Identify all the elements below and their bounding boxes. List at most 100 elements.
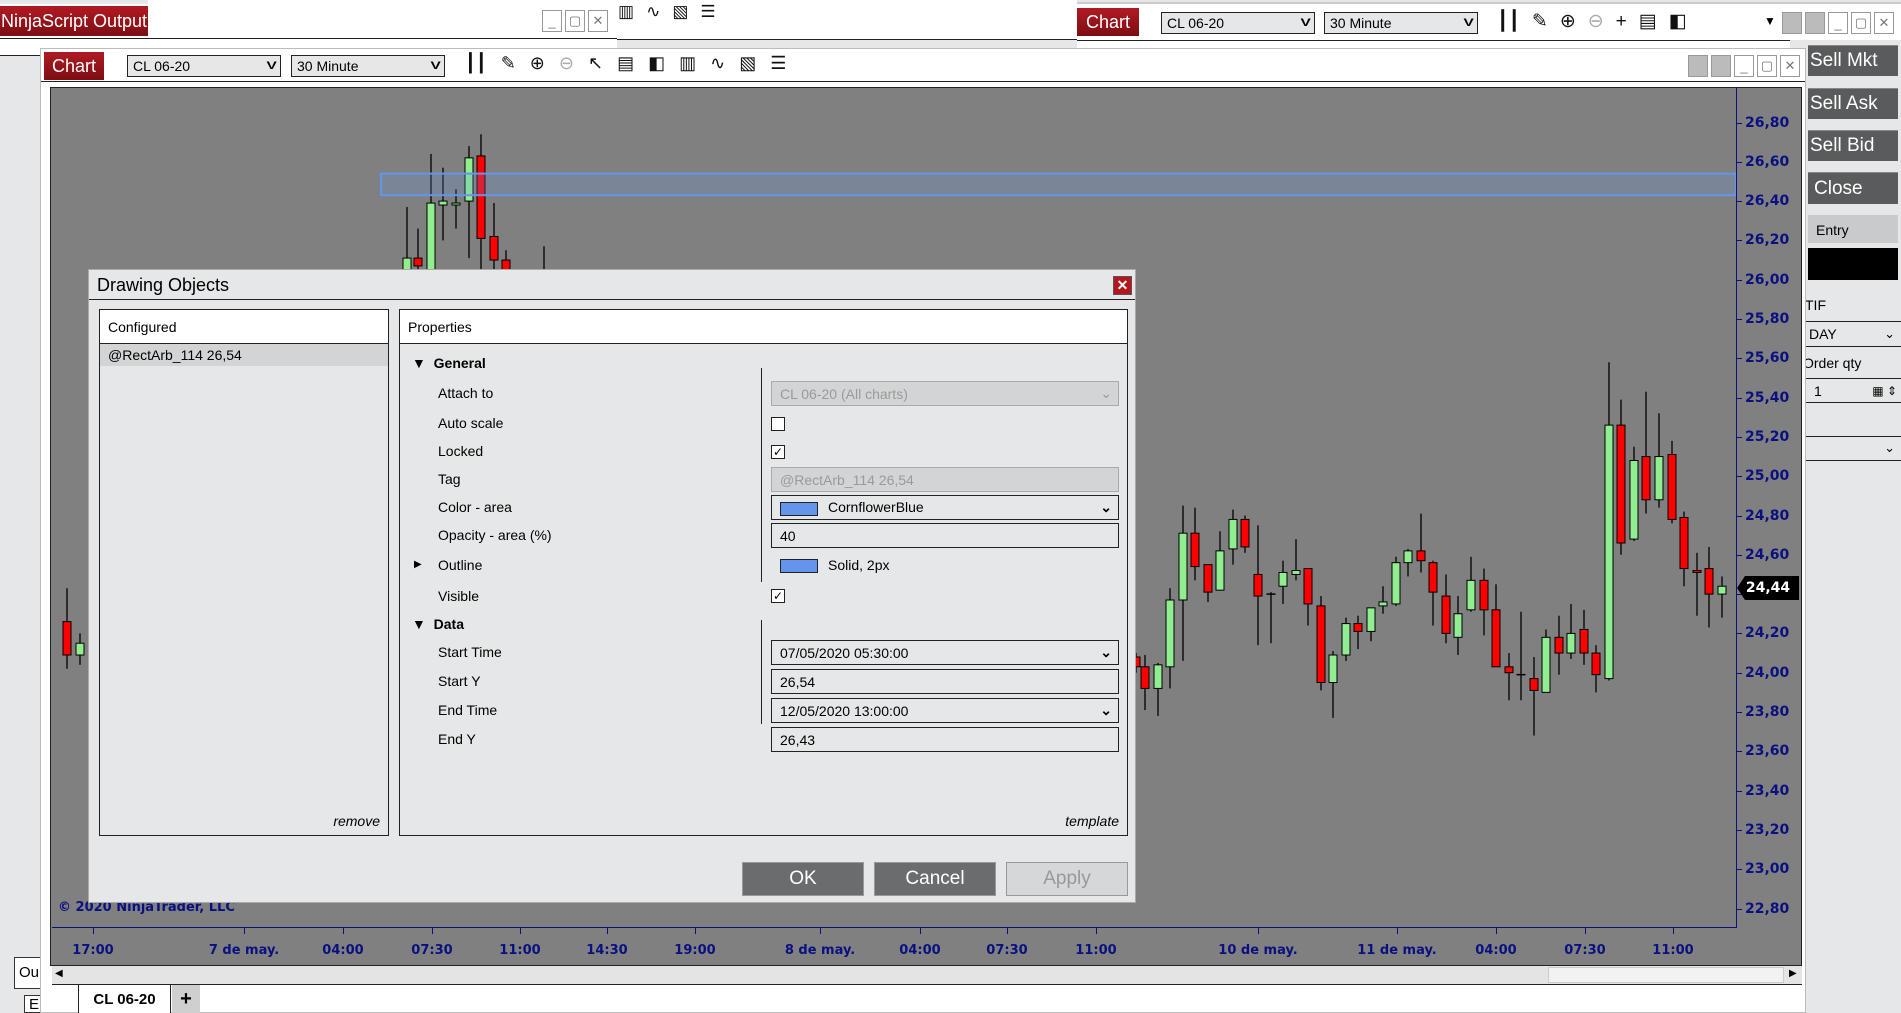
indicator-icon[interactable]: ∿ (710, 53, 726, 73)
auto-scale-checkbox[interactable] (771, 417, 785, 431)
candle-body (464, 157, 474, 202)
tile-icon[interactable] (1805, 12, 1825, 34)
back-instrument-dropdown[interactable]: CL 06-20 V (1161, 12, 1315, 34)
x-tick-label: 17:00 (72, 943, 114, 958)
y-tick (1737, 319, 1742, 320)
order-qty-input[interactable]: 1 ▦ ⇕ (1806, 378, 1901, 403)
calculator-icon[interactable]: ▦ ⇕ (1872, 383, 1897, 398)
pencil-icon[interactable]: ✎ (500, 53, 516, 73)
locked-checkbox[interactable]: ✓ (771, 445, 785, 459)
close-icon[interactable]: ✕ (588, 10, 608, 32)
template-link[interactable]: template (1065, 813, 1119, 829)
y-tick-label: 24,20 (1745, 625, 1790, 642)
y-tick-label: 25,80 (1745, 311, 1790, 327)
ninjascript-output-tab[interactable]: NinjaScript Output (0, 6, 148, 36)
start-time-picker[interactable]: 07/05/2020 05:30:00 ⌄ (771, 640, 1119, 665)
zoom-out-icon[interactable]: ⊖ (558, 53, 574, 73)
zoom-out-icon[interactable]: ⊖ (1587, 11, 1604, 32)
section-general[interactable]: ▼ General (412, 355, 486, 371)
attach-to-value: CL 06-20 (All charts) (780, 385, 908, 402)
y-tick (1737, 712, 1742, 713)
chart-style-icon[interactable]: ▥ (679, 53, 697, 73)
tab-cl-06-20[interactable]: CL 06-20 (78, 985, 171, 1013)
pointer-icon[interactable]: ↖ (587, 53, 604, 73)
data-box-icon[interactable]: ▤ (1638, 11, 1657, 32)
zoom-in-icon[interactable]: ⊕ (1559, 11, 1576, 32)
tile-icon[interactable] (1782, 12, 1802, 34)
strategy-icon[interactable]: ▧ (739, 53, 757, 73)
close-icon[interactable]: ✕ (1874, 12, 1894, 34)
tif-label: TIF (1805, 297, 1826, 313)
candle-body (1215, 550, 1225, 591)
dropdown-arrow-icon[interactable]: ▼ (1764, 14, 1776, 28)
y-tick (1737, 201, 1742, 203)
account-dropdown[interactable]: ⌄ (1806, 436, 1901, 461)
candle-body (476, 155, 486, 239)
minimize-icon[interactable]: _ (542, 10, 562, 32)
apply-button[interactable]: Apply (1006, 862, 1128, 896)
cancel-button[interactable]: Cancel (874, 862, 996, 896)
horizontal-scrollbar[interactable]: ◀ ▶ (52, 966, 1802, 985)
drawn-rectangle (380, 172, 1737, 197)
dialog-close-button[interactable]: ✕ (1113, 276, 1132, 295)
x-tick-label: 07:30 (1564, 943, 1606, 958)
indicator-icon[interactable]: ∿ (646, 2, 661, 21)
ok-button[interactable]: OK (742, 862, 864, 896)
crosshair-icon[interactable]: + (1615, 10, 1627, 32)
back-chart-tab[interactable]: Chart (1077, 8, 1139, 36)
maximize-icon[interactable]: ▢ (565, 10, 585, 32)
x-tick (343, 928, 344, 934)
minimize-icon[interactable]: _ (1828, 12, 1848, 34)
scroll-right-icon[interactable]: ▶ (1789, 968, 1797, 979)
color-swatch (780, 501, 818, 516)
list-icon[interactable]: ☰ (700, 2, 716, 21)
chart-tab[interactable]: Chart (44, 52, 104, 80)
remove-link[interactable]: remove (333, 813, 380, 829)
visible-checkbox[interactable]: ✓ (771, 589, 785, 603)
list-icon[interactable]: ☰ (770, 53, 787, 73)
color-area-dropdown[interactable]: CornflowerBlue ⌄ (771, 495, 1119, 520)
bars-icon[interactable]: ┃┃ (465, 53, 487, 73)
candle-body (1591, 652, 1601, 676)
maximize-icon[interactable]: ▢ (1851, 12, 1871, 34)
end-y-input[interactable]: 26,43 (771, 727, 1119, 752)
sell-bid-button[interactable]: Sell Bid (1808, 130, 1898, 161)
chart-style-icon[interactable]: ▥ (618, 2, 635, 21)
scrollbar-thumb[interactable] (1548, 967, 1784, 983)
candle-body (1353, 623, 1363, 632)
tag-label: Tag (438, 471, 461, 487)
add-tab-button[interactable]: + (172, 985, 200, 1013)
instrument-dropdown[interactable]: CL 06-20 V (127, 55, 281, 77)
maximize-icon[interactable]: ▢ (1757, 55, 1777, 77)
properties-icon[interactable]: ◧ (1668, 11, 1687, 32)
candle-body (1165, 599, 1175, 668)
candle-body (1153, 664, 1163, 689)
back-interval-dropdown[interactable]: 30 Minute V (1324, 12, 1478, 34)
y-tick-label: 22,80 (1745, 900, 1790, 917)
interval-dropdown[interactable]: 30 Minute V (291, 55, 445, 77)
pencil-icon[interactable]: ✎ (1531, 11, 1548, 32)
section-data[interactable]: ▼ Data (412, 616, 464, 632)
opacity-area-input[interactable]: 40 (771, 523, 1119, 548)
bars-icon[interactable]: ┃┃ (1497, 11, 1520, 32)
tif-dropdown[interactable]: DAY ⌄ (1806, 321, 1901, 347)
start-y-input[interactable]: 26,54 (771, 669, 1119, 694)
sell-mkt-button[interactable]: Sell Mkt (1808, 45, 1898, 76)
tag-input: @RectArb_114 26,54 (771, 467, 1119, 492)
minimize-icon[interactable]: _ (1734, 55, 1754, 77)
y-tick-label: 23,40 (1745, 782, 1790, 799)
close-icon[interactable]: ✕ (1780, 55, 1800, 77)
configured-item[interactable]: @RectArb_114 26,54 (100, 344, 388, 366)
tile-icon[interactable] (1711, 55, 1731, 77)
zoom-in-icon[interactable]: ⊕ (529, 53, 545, 73)
properties-icon[interactable]: ◧ (648, 53, 666, 73)
tile-icon[interactable] (1688, 55, 1708, 77)
sell-ask-button[interactable]: Sell Ask (1808, 88, 1898, 119)
data-box-icon[interactable]: ▤ (617, 53, 635, 73)
scroll-left-icon[interactable]: ◀ (55, 968, 63, 979)
outline-expand-icon[interactable]: ▶ (414, 559, 422, 570)
strategy-icon[interactable]: ▧ (672, 2, 689, 21)
close-position-button[interactable]: Close (1808, 172, 1898, 204)
end-time-picker[interactable]: 12/05/2020 13:00:00 ⌄ (771, 698, 1119, 723)
